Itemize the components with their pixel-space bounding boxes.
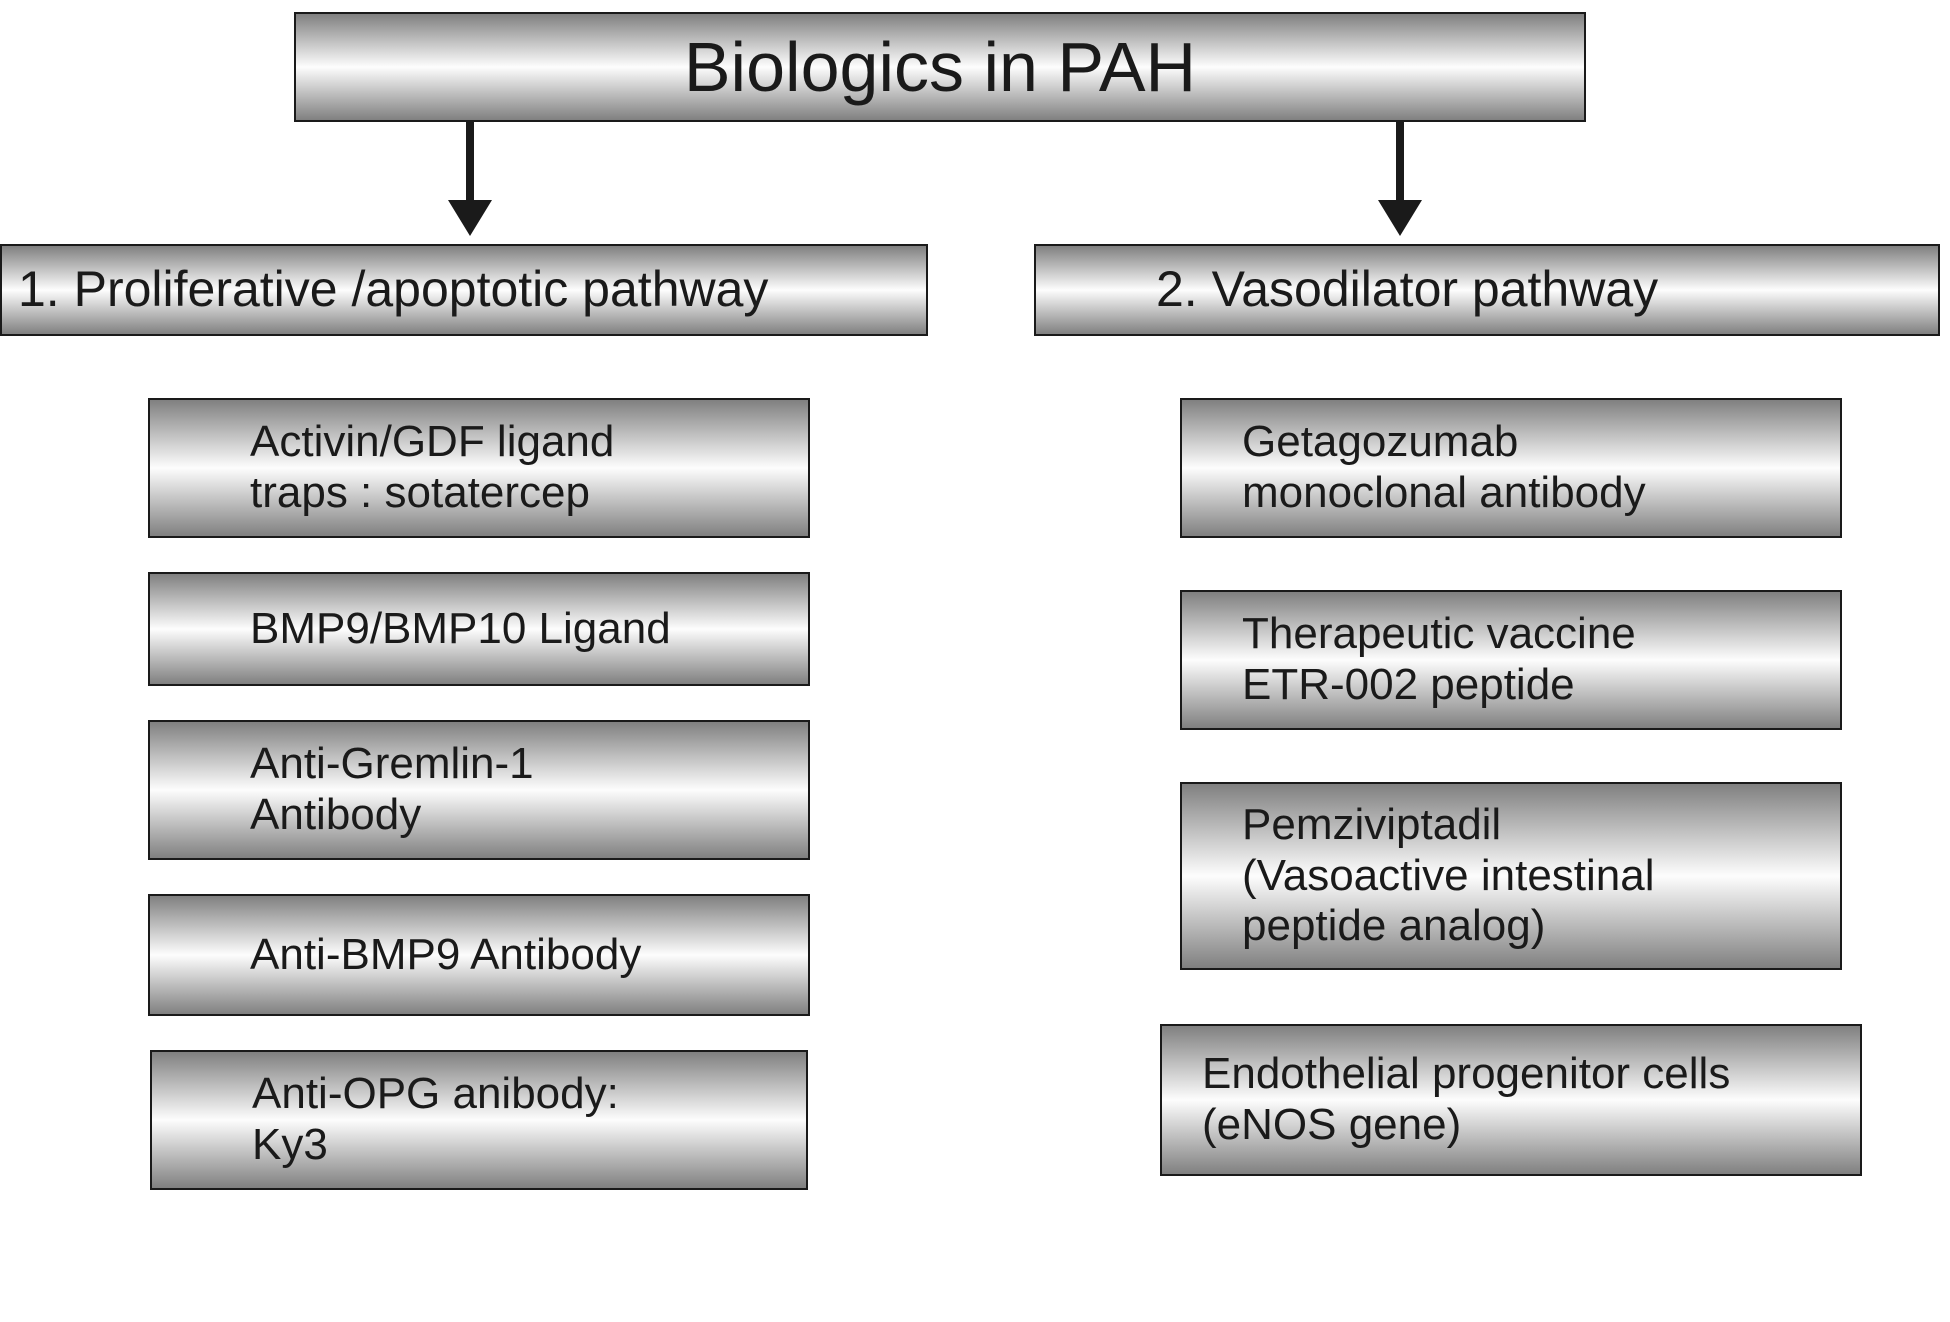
pathway2-item-0: Getagozumabmonoclonal antibody	[1180, 398, 1842, 538]
pathway1-item-3: Anti-BMP9 Antibody	[148, 894, 810, 1016]
title-box: Biologics in PAH	[294, 12, 1586, 122]
pathway2-item-2: Pemziviptadil(Vasoactive intestinalpepti…	[1180, 782, 1842, 970]
pathway2-item-1: Therapeutic vaccineETR-002 peptide	[1180, 590, 1842, 730]
arrow-line-0	[466, 122, 474, 206]
pathway1-item-3-line: Anti-BMP9 Antibody	[250, 930, 641, 981]
pathway2-item-0-line: monoclonal antibody	[1242, 468, 1646, 519]
pathway1-item-0-line: Activin/GDF ligand	[250, 417, 614, 468]
pathway2-item-3: Endothelial progenitor cells (eNOS gene)	[1160, 1024, 1862, 1176]
pathway1-item-1: BMP9/BMP10 Ligand	[148, 572, 810, 686]
arrow-head-1	[1378, 200, 1422, 236]
pathway1-item-2-line: Anti-Gremlin-1	[250, 739, 534, 790]
pathway2-item-1-line: ETR-002 peptide	[1242, 660, 1575, 711]
pathway2-header: 2. Vasodilator pathway	[1034, 244, 1940, 336]
pathway1-item-1-line: BMP9/BMP10 Ligand	[250, 604, 671, 655]
title-box-label: Biologics in PAH	[684, 27, 1196, 108]
pathway2-item-3-line: Endothelial progenitor cells	[1202, 1049, 1730, 1100]
pathway2-header-label: 2. Vasodilator pathway	[1156, 261, 1658, 319]
arrow-line-1	[1396, 122, 1404, 206]
pathway2-item-2-line: peptide analog)	[1242, 901, 1545, 952]
pathway2-item-1-line: Therapeutic vaccine	[1242, 609, 1636, 660]
pathway1-item-4-line: Ky3	[252, 1120, 328, 1171]
pathway1-item-2-line: Antibody	[250, 790, 421, 841]
pathway1-item-2: Anti-Gremlin-1Antibody	[148, 720, 810, 860]
pathway1-item-0-line: traps : sotatercep	[250, 468, 590, 519]
pathway1-item-4-line: Anti-OPG anibody:	[252, 1069, 619, 1120]
pathway1-header: 1. Proliferative /apoptotic pathway	[0, 244, 928, 336]
arrow-head-0	[448, 200, 492, 236]
pathway2-item-3-line: (eNOS gene)	[1202, 1100, 1461, 1151]
pathway2-item-2-line: (Vasoactive intestinal	[1242, 851, 1655, 902]
pathway2-item-0-line: Getagozumab	[1242, 417, 1518, 468]
pathway1-item-4: Anti-OPG anibody:Ky3	[150, 1050, 808, 1190]
pathway1-item-0: Activin/GDF ligandtraps : sotatercep	[148, 398, 810, 538]
pathway2-item-2-line: Pemziviptadil	[1242, 800, 1501, 851]
diagram-canvas: Biologics in PAH 1. Proliferative /apopto…	[0, 0, 1950, 1322]
pathway1-header-label: 1. Proliferative /apoptotic pathway	[18, 261, 768, 319]
